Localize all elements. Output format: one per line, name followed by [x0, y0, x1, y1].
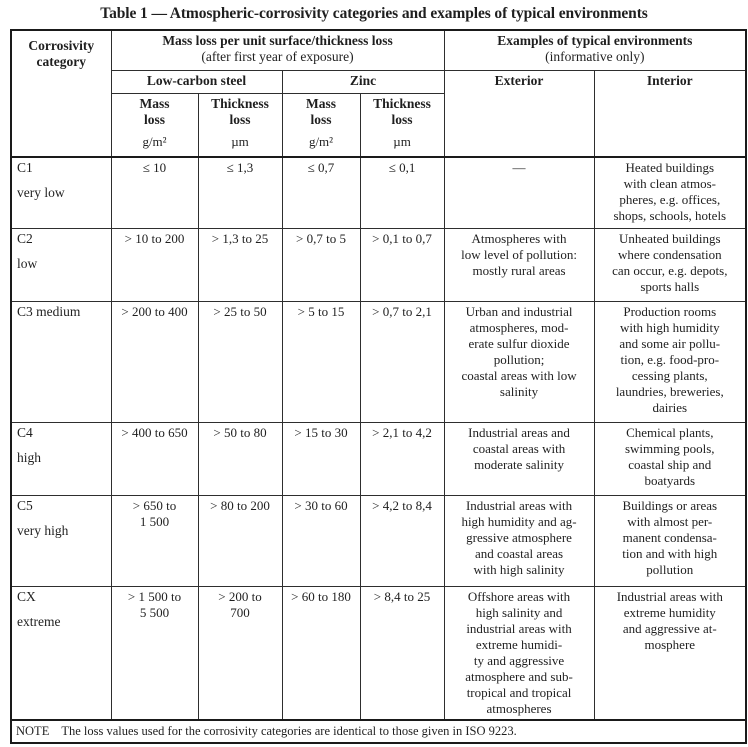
table-row-c1: C1 very low ≤ 10 ≤ 1,3 ≤ 0,7 ≤ 0,1 — Heat…: [10, 156, 747, 229]
zinc-mass-loss-cell: > 30 to 60: [281, 494, 361, 587]
category-code: C4: [17, 424, 33, 440]
table-body: C1 very low ≤ 10 ≤ 1,3 ≤ 0,7 ≤ 0,1 — Heat…: [10, 156, 747, 743]
zinc-thickness-loss-cell: > 0,1 to 0,7: [359, 227, 445, 302]
steel-thickness-loss-cell: > 25 to 50: [197, 300, 283, 423]
category-label: high: [17, 449, 42, 465]
zinc-mass-loss-unit: g/m²: [308, 133, 334, 149]
exterior-cell: Industrial areas and coastal areas with …: [443, 421, 595, 496]
mass-loss-group-header: Mass loss per unit surface/thickness los…: [110, 29, 445, 71]
steel-mass-loss-cell: > 400 to 650: [110, 421, 199, 496]
zinc-mass-loss-label: Mass loss: [306, 95, 336, 127]
interior-cell: Heated buildings with clean atmos- phere…: [593, 156, 747, 229]
steel-thickness-loss-cell: > 50 to 80: [197, 421, 283, 496]
category-code: C2: [17, 230, 33, 246]
category-cell: C1 very low: [10, 156, 112, 229]
examples-group-title: Examples of typical environments: [497, 33, 693, 48]
zinc-thickness-loss-cell: ≤ 0,1: [359, 156, 445, 229]
note-text: The loss values used for the corrosivity…: [61, 723, 517, 738]
exterior-cell: Urban and industrial atmospheres, mod- e…: [443, 300, 595, 423]
category-code: CX: [17, 588, 36, 604]
steel-mass-loss-cell: > 650 to 1 500: [110, 494, 199, 587]
exterior-cell: Industrial areas with high humidity and …: [443, 494, 595, 587]
steel-thickness-loss-cell: > 80 to 200: [197, 494, 283, 587]
zinc-thickness-loss-cell: > 4,2 to 8,4: [359, 494, 445, 587]
examples-group-header: Examples of typical environments (informa…: [443, 29, 747, 71]
zinc-thickness-loss-cell: > 8,4 to 25: [359, 585, 445, 720]
table-row-c3: C3 medium > 200 to 400 > 25 to 50 > 5 to…: [10, 300, 747, 423]
table-row-cx: CX extreme > 1 500 to 5 500 > 200 to 700 …: [10, 585, 747, 720]
steel-mass-loss-cell: ≤ 10: [110, 156, 199, 229]
zinc-mass-loss-cell: > 0,7 to 5: [281, 227, 361, 302]
mass-loss-group-subtitle: (after first year of exposure): [201, 49, 354, 64]
examples-group-subtitle: (informative only): [545, 49, 645, 64]
zinc-thickness-loss-label: Thickness loss: [373, 95, 431, 127]
steel-thickness-loss-unit: µm: [231, 133, 249, 149]
category-code: C3 medium: [17, 303, 81, 319]
table-title: Table 1 — Atmospheric-corrosivity catego…: [100, 5, 648, 22]
category-cell: C4 high: [10, 421, 112, 496]
category-cell: C3 medium: [10, 300, 112, 423]
note-label: NOTE: [16, 723, 50, 738]
category-code: C1: [17, 160, 33, 175]
category-label: very low: [17, 185, 65, 200]
category-code: C5: [17, 497, 33, 513]
steel-mass-loss-cell: > 10 to 200: [110, 227, 199, 302]
category-label: extreme: [17, 613, 61, 629]
table-row-c4: C4 high > 400 to 650 > 50 to 80 > 15 to 3…: [10, 421, 747, 496]
interior-cell: Industrial areas with extreme humidity a…: [593, 585, 747, 720]
header-row-2: Low-carbon steel Zinc Exterior Interior: [11, 69, 747, 158]
interior-cell: Production rooms with high humidity and …: [593, 300, 747, 423]
steel-thickness-loss-cell: > 1,3 to 25: [197, 227, 283, 302]
zinc-thickness-loss-unit: µm: [393, 133, 411, 149]
note-row: NOTE The loss values used for the corrosi…: [10, 718, 747, 743]
low-carbon-steel-header: Low-carbon steel: [110, 69, 283, 94]
table-row-c2: C2 low > 10 to 200 > 1,3 to 25 > 0,7 to 5…: [10, 227, 747, 302]
exterior-cell: Atmospheres with low level of pollution:…: [443, 227, 595, 302]
steel-mass-loss-cell: > 1 500 to 5 500: [110, 585, 199, 720]
zinc-header: Zinc: [281, 69, 445, 94]
category-label: low: [17, 255, 38, 271]
zinc-thickness-loss-cell: > 0,7 to 2,1: [359, 300, 445, 423]
table-row-c5: C5 very high > 650 to 1 500 > 80 to 200 >…: [10, 494, 747, 587]
steel-thickness-loss-cell: ≤ 1,3: [197, 156, 283, 229]
zinc-thickness-loss-cell: > 2,1 to 4,2: [359, 421, 445, 496]
zinc-mass-loss-cell: > 15 to 30: [281, 421, 361, 496]
steel-mass-loss-header: Mass loss g/m²: [110, 92, 199, 158]
category-label: very high: [17, 522, 69, 538]
zinc-mass-loss-cell: ≤ 0,7: [281, 156, 361, 229]
category-cell: C5 very high: [10, 494, 112, 587]
table-header: Corrosivity category Mass loss per unit …: [10, 29, 747, 158]
steel-thickness-loss-header: Thickness loss µm: [197, 92, 283, 158]
interior-cell: Chemical plants, swimming pools, coastal…: [593, 421, 747, 496]
exterior-cell: —: [443, 156, 595, 229]
header-row-3: Mass loss g/m² Thickness loss µm Mass loss…: [11, 92, 746, 158]
exterior-header: Exterior: [443, 69, 595, 158]
zinc-mass-loss-cell: > 5 to 15: [281, 300, 361, 423]
zinc-mass-loss-header: Mass loss g/m²: [281, 92, 361, 158]
category-cell: C2 low: [10, 227, 112, 302]
exterior-cell: Offshore areas with high salinity and in…: [443, 585, 595, 720]
interior-cell: Unheated buildings where condensation ca…: [593, 227, 747, 302]
corrosivity-table: Corrosivity category Mass loss per unit …: [10, 29, 748, 744]
header-row-1: Corrosivity category Mass loss per unit …: [10, 29, 747, 158]
steel-mass-loss-cell: > 200 to 400: [110, 300, 199, 423]
steel-mass-loss-label: Mass loss: [139, 95, 170, 127]
note-cell: NOTE The loss values used for the corrosi…: [10, 718, 747, 743]
zinc-thickness-loss-header: Thickness loss µm: [359, 92, 445, 158]
steel-thickness-loss-cell: > 200 to 700: [197, 585, 283, 720]
steel-mass-loss-unit: g/m²: [142, 133, 167, 149]
corrosivity-category-header: Corrosivity category: [10, 29, 112, 158]
interior-header: Interior: [593, 69, 747, 158]
steel-thickness-loss-label: Thickness loss: [211, 95, 269, 127]
zinc-mass-loss-cell: > 60 to 180: [281, 585, 361, 720]
interior-cell: Buildings or areas with almost per- mane…: [593, 494, 747, 587]
mass-loss-group-title: Mass loss per unit surface/thickness los…: [162, 33, 393, 48]
category-cell: CX extreme: [10, 585, 112, 720]
